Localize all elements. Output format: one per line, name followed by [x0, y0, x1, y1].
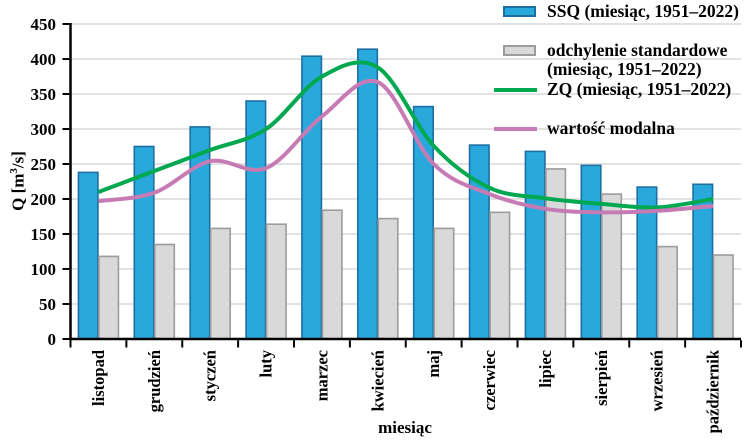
- bar-ssq-lipiec: [524, 150, 546, 340]
- bar-ssq-czerwiec: [468, 144, 490, 340]
- y-tick-label-100: 100: [31, 260, 57, 279]
- bar-std-maj: [433, 227, 455, 340]
- x-tick-label-maj: maj: [424, 350, 443, 378]
- bar-std-grudzień: [154, 243, 176, 340]
- legend-label-modalna-line1: wartość modalna: [547, 118, 675, 138]
- bar-std-styczeń: [209, 227, 231, 340]
- legend-label-zq: ZQ (miesiąc, 1951–2022): [547, 80, 731, 99]
- y-tick-label-400: 400: [31, 50, 57, 69]
- y-axis-title-units: /s]: [8, 151, 28, 169]
- x-tick-label-sierpień: sierpień: [592, 350, 611, 406]
- bar-std-październik: [712, 254, 734, 340]
- y-axis-title-superscript: 3: [8, 168, 20, 174]
- legend-label-ssq: SSQ (miesiąc, 1951–2022): [547, 2, 739, 21]
- legend-label-odchylenie-line2: (miesiąc, 1951–2022): [547, 59, 702, 79]
- bar-std-wrzesień: [656, 245, 678, 340]
- legend-label-odchylenie-line1: odchylenie standardowe: [547, 40, 728, 60]
- x-tick-label-lipiec: lipiec: [536, 350, 555, 388]
- series-line-modalna: [98, 78, 714, 215]
- legend-label-odchylenie: odchylenie standardowe (miesiąc, 1951–20…: [547, 41, 727, 79]
- legend-swatch-ssq-bar: [503, 6, 536, 17]
- y-tick-label-300: 300: [31, 120, 57, 139]
- bar-std-marzec: [321, 209, 343, 340]
- legend-label-modalna: wartość modalna: [547, 119, 675, 138]
- y-tick-label-0: 0: [48, 330, 57, 349]
- legend-swatch-odchylenie-bar: [503, 45, 536, 56]
- y-tick-label-50: 50: [39, 295, 56, 314]
- series-line-zq: [97, 60, 714, 210]
- bar-std-czerwiec: [489, 211, 511, 340]
- bar-ssq-marzec: [301, 55, 323, 340]
- bar-ssq-styczeń: [189, 126, 211, 340]
- x-tick-label-marzec: marzec: [312, 350, 331, 401]
- bar-std-sierpień: [601, 193, 623, 340]
- bar-std-luty: [265, 223, 287, 340]
- x-tick-label-grudzień: grudzień: [145, 350, 164, 412]
- x-tick-label-czerwiec: czerwiec: [480, 350, 499, 410]
- y-axis-title-text: Q [m: [8, 173, 28, 211]
- x-tick-label-styczeń: styczeń: [201, 350, 220, 401]
- legend-label-ssq-line1: SSQ (miesiąc, 1951–2022): [547, 1, 740, 21]
- y-tick-label-250: 250: [31, 155, 57, 174]
- x-axis-title: miesiąc: [378, 418, 432, 437]
- legend-swatch-modalna-line: [494, 127, 537, 131]
- bar-std-kwiecień: [377, 217, 399, 340]
- x-tick-label-listopad: listopad: [89, 350, 108, 406]
- x-tick-label-kwiecień: kwiecień: [368, 350, 387, 411]
- bar-ssq-sierpień: [580, 164, 602, 340]
- legend-swatch-zq-line: [494, 88, 537, 92]
- y-tick-label-350: 350: [31, 85, 57, 104]
- x-tick-label-październik: październik: [704, 349, 723, 433]
- bar-std-lipiec: [545, 168, 567, 340]
- x-tick-label-luty: luty: [257, 349, 276, 377]
- bar-ssq-listopad: [77, 171, 99, 340]
- y-tick-label-200: 200: [31, 190, 57, 209]
- y-tick-label-450: 450: [31, 15, 57, 34]
- y-tick-label-150: 150: [31, 225, 57, 244]
- legend-label-zq-line1: ZQ (miesiąc, 1951–2022): [547, 79, 732, 99]
- bar-std-listopad: [98, 255, 120, 340]
- y-axis-title: Q [m3/s]: [3, 81, 28, 281]
- bar-ssq-kwiecień: [357, 48, 379, 340]
- x-tick-label-wrzesień: wrzesień: [648, 350, 667, 411]
